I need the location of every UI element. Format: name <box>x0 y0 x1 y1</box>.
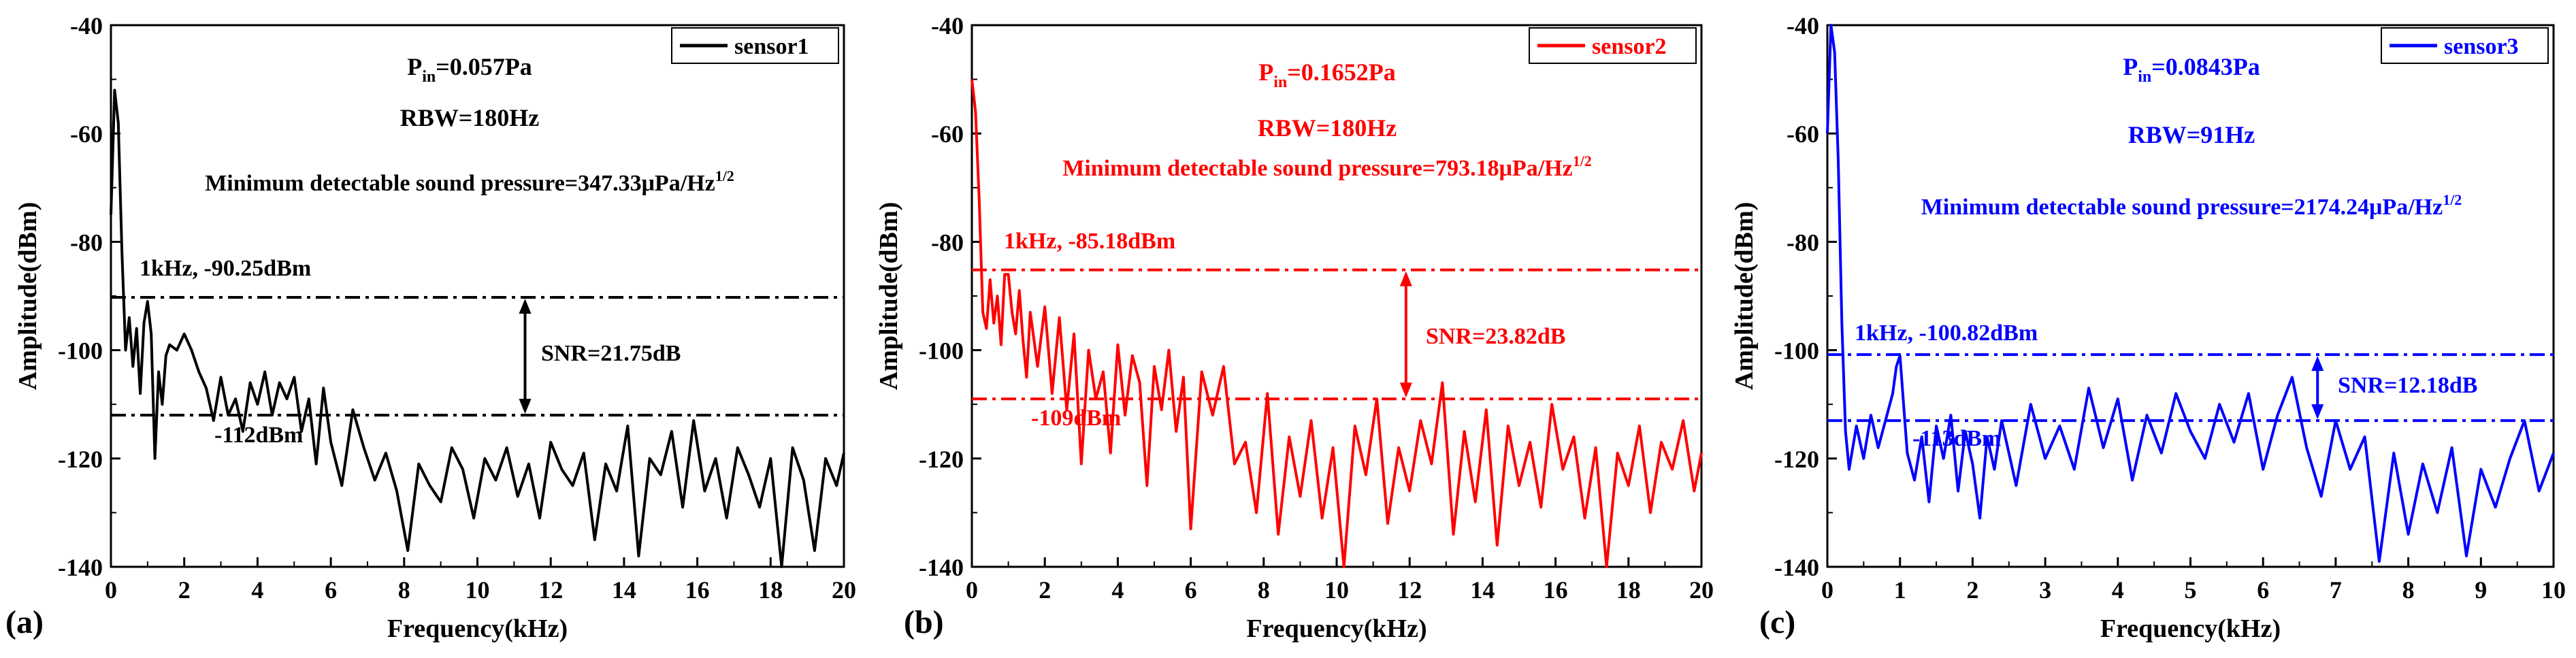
x-tick-label: 10 <box>1324 576 1349 604</box>
y-tick-label: -60 <box>931 120 964 148</box>
noise-label: -112dBm <box>214 423 303 448</box>
y-tick-label: -100 <box>58 338 103 365</box>
y-axis-label: Amplitude(dBm) <box>1730 202 1759 391</box>
x-tick-label: 10 <box>466 576 490 604</box>
x-tick-label: 12 <box>1397 576 1422 604</box>
chart-panel-3: 0 1 2 3 4 5 6 7 8 9 10 -40 -60 -80 -100 -120 -140 Frequen… <box>1730 12 2566 643</box>
x-tick-label: 0 <box>1821 576 1833 604</box>
snr-arrow-head-bottom <box>519 399 532 414</box>
x-axis-label: Frequency(kHz) <box>1246 614 1426 643</box>
x-tick-label: 2 <box>1966 576 1978 604</box>
x-tick-label: 18 <box>758 576 783 604</box>
noise-label: -109dBm <box>1031 406 1121 431</box>
snr-label: SNR=23.82dB <box>1426 324 1565 349</box>
x-tick-label: 4 <box>1111 576 1124 604</box>
x-tick-label: 0 <box>105 576 117 604</box>
x-tick-label: 3 <box>2039 576 2051 604</box>
signal-label: 1kHz, -85.18dBm <box>1004 229 1175 254</box>
signal-label: 1kHz, -90.25dBm <box>140 256 311 281</box>
x-tick-label: 5 <box>2185 576 2197 604</box>
x-tick-label: 9 <box>2475 576 2487 604</box>
pin-annotation: Pin=0.0843Pa <box>2123 53 2260 86</box>
y-tick-label: -40 <box>70 12 103 39</box>
y-tick-label: -80 <box>931 229 964 256</box>
series-line-sensor1 <box>110 88 845 568</box>
x-tick-label: 14 <box>612 576 636 604</box>
y-tick-label: -120 <box>919 446 964 473</box>
y-tick-label: -40 <box>931 12 964 39</box>
x-tick-label: 7 <box>2330 576 2342 604</box>
x-tick-label: 12 <box>538 576 563 604</box>
x-tick-label: 4 <box>2112 576 2124 604</box>
x-tick-label: 6 <box>1185 576 1197 604</box>
panel-label: (b) <box>904 604 944 640</box>
y-tick-label: -100 <box>1774 338 1819 365</box>
rbw-annotation: RBW=180Hz <box>1258 114 1397 142</box>
x-tick-label: 16 <box>1544 576 1568 604</box>
x-tick-label: 8 <box>1258 576 1270 604</box>
rbw-annotation: RBW=180Hz <box>400 104 540 131</box>
x-tick-label: 20 <box>1689 576 1714 604</box>
y-tick-label: -60 <box>1787 120 1819 148</box>
snr-label: SNR=21.75dB <box>541 341 681 366</box>
y-tick-label: -100 <box>919 338 964 365</box>
chart-panel-1: 0 2 4 6 8 10 12 14 16 18 20 -40 -60 -80 -100 -120 -140 Fr… <box>5 12 856 643</box>
y-tick-label: -60 <box>70 120 103 148</box>
legend-label: sensor1 <box>734 34 809 59</box>
series-line-sensor2 <box>971 79 1703 568</box>
chart-panel-2: 0 2 4 6 8 10 12 14 16 18 20 -40 -60 -80 -100 -120 -140 Fr… <box>875 12 1714 643</box>
legend-label: sensor3 <box>2444 34 2519 59</box>
y-tick-label: -120 <box>1774 446 1819 473</box>
snr-arrow-head-top <box>2311 356 2324 372</box>
x-tick-label: 8 <box>398 576 410 604</box>
snr-label: SNR=12.18dB <box>2338 373 2477 398</box>
legend-label: sensor2 <box>1592 34 1667 59</box>
y-tick-label: -140 <box>1774 554 1819 581</box>
y-tick-label: -80 <box>1787 229 1819 256</box>
x-tick-label: 6 <box>2257 576 2269 604</box>
signal-label: 1kHz, -100.82dBm <box>1855 320 2038 346</box>
x-axis-label: Frequency(kHz) <box>2100 614 2281 643</box>
x-tick-label: 10 <box>2541 576 2566 604</box>
mdsp-annotation: Minimum detectable sound pressure=2174.2… <box>1921 191 2462 220</box>
y-tick-label: -120 <box>58 446 103 473</box>
mdsp-annotation: Minimum detectable sound pressure=347.33… <box>205 167 734 196</box>
x-tick-label: 18 <box>1616 576 1641 604</box>
y-tick-label: -40 <box>1787 12 1819 39</box>
noise-label: -113dBm <box>1912 426 2001 451</box>
rbw-annotation: RBW=91Hz <box>2128 121 2255 148</box>
snr-arrow-head-bottom <box>2311 404 2324 420</box>
x-tick-label: 2 <box>178 576 191 604</box>
pin-annotation: Pin=0.1652Pa <box>1258 59 1396 91</box>
x-tick-label: 1 <box>1894 576 1906 604</box>
y-tick-label: -140 <box>58 554 103 581</box>
x-tick-label: 6 <box>325 576 337 604</box>
mdsp-annotation: Minimum detectable sound pressure=793.18… <box>1062 152 1592 181</box>
panel-label: (c) <box>1759 604 1795 640</box>
y-axis-label: Amplitude(dBm) <box>14 202 42 391</box>
x-tick-label: 8 <box>2402 576 2415 604</box>
snr-arrow-head-bottom <box>1399 382 1412 398</box>
pin-annotation: Pin=0.057Pa <box>407 53 532 86</box>
y-axis-label: Amplitude(dBm) <box>875 202 903 391</box>
snr-arrow-head-top <box>519 298 532 314</box>
x-tick-label: 16 <box>685 576 710 604</box>
x-tick-label: 2 <box>1039 576 1051 604</box>
snr-arrow-head-top <box>1399 271 1412 286</box>
x-axis-label: Frequency(kHz) <box>387 614 568 643</box>
series-line-sensor3 <box>1826 24 2555 563</box>
x-tick-label: 0 <box>966 576 978 604</box>
y-tick-label: -140 <box>919 554 964 581</box>
panel-label: (a) <box>5 604 44 640</box>
x-tick-label: 14 <box>1470 576 1495 604</box>
x-tick-label: 4 <box>251 576 263 604</box>
y-tick-label: -80 <box>70 229 103 256</box>
x-tick-label: 20 <box>832 576 856 604</box>
